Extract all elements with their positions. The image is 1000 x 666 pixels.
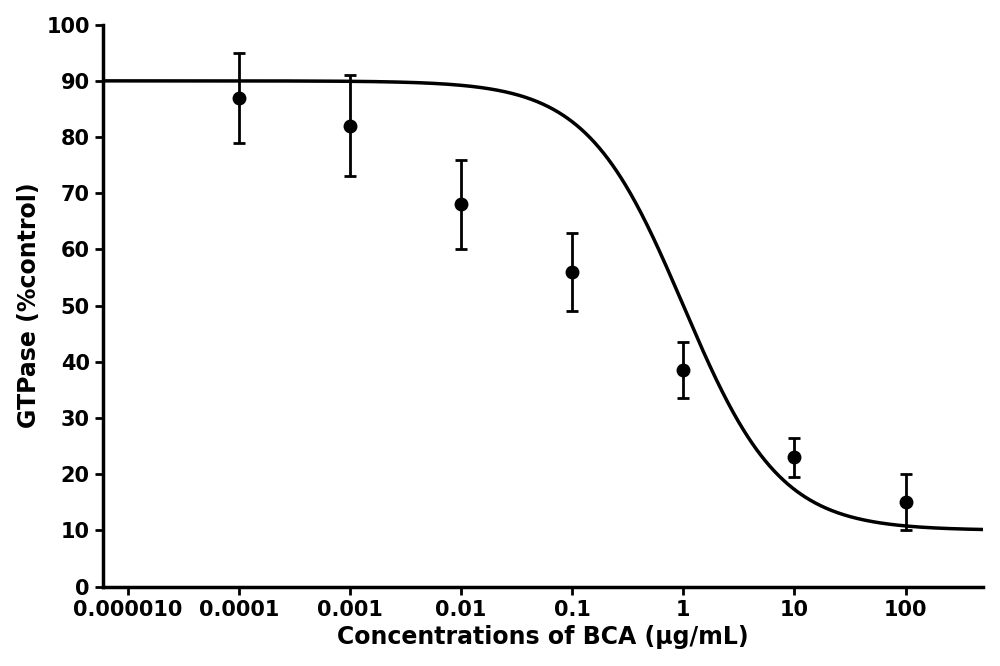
X-axis label: Concentrations of BCA (μg/mL): Concentrations of BCA (μg/mL): [337, 625, 749, 649]
Y-axis label: GTPase (%control): GTPase (%control): [17, 182, 41, 428]
